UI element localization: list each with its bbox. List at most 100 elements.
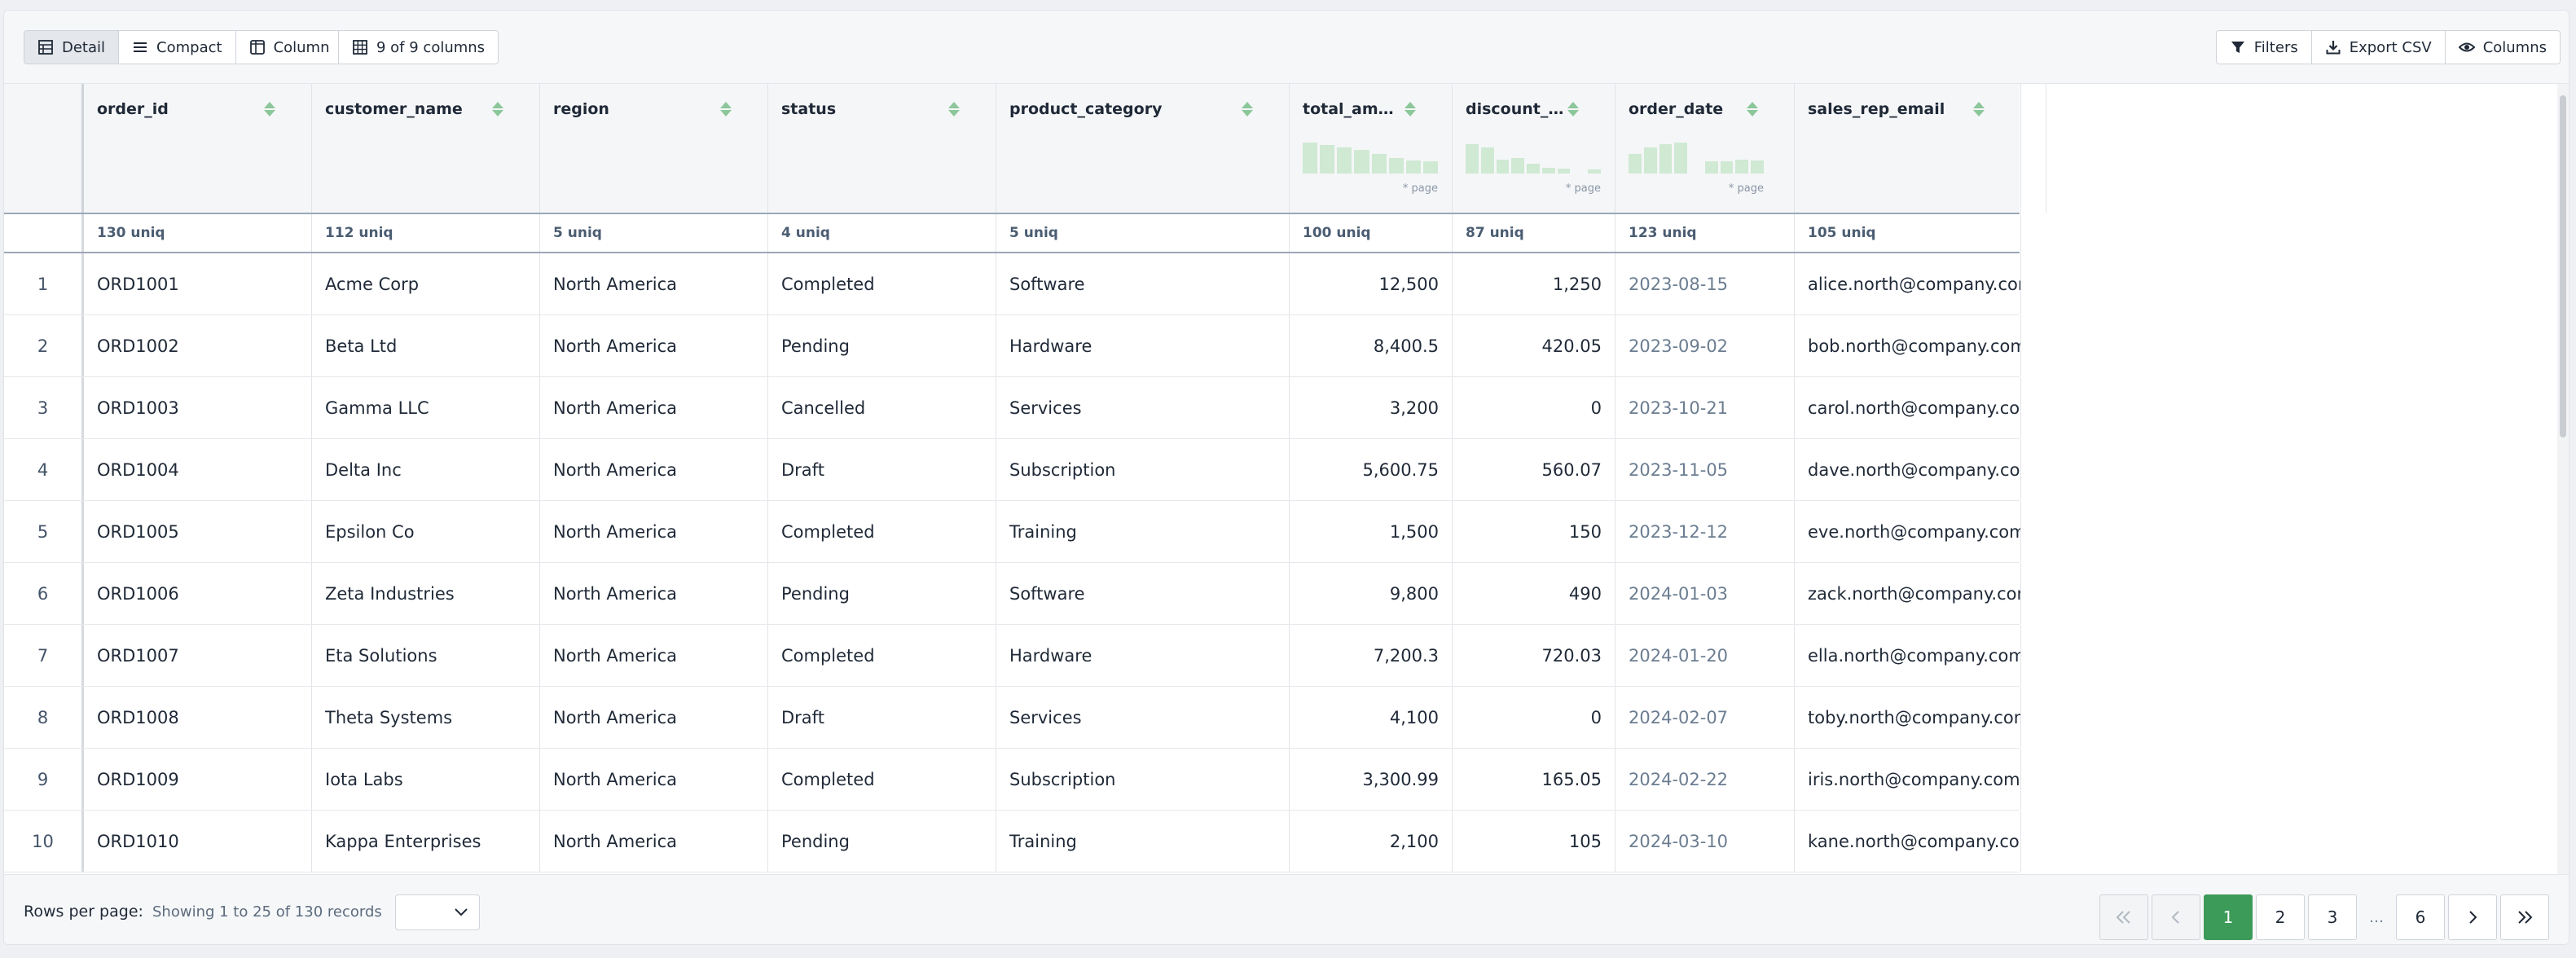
column-view-button[interactable]: Column [235,30,344,64]
table-cell-total_amount[interactable]: 3,300.99 [1290,749,1453,810]
export-csv-button[interactable]: Export CSV [2311,30,2446,64]
table-cell-product_category[interactable]: Software [996,253,1290,314]
table-cell-sales_rep_email[interactable]: ella.north@company.com [1795,625,2021,686]
table-row[interactable]: 2 ORD1002 Beta Ltd North America Pending Hard… [4,315,2021,377]
table-cell-discount[interactable]: 105 [1453,811,1615,872]
table-cell-status[interactable]: Completed [768,253,996,314]
table-cell-discount[interactable]: 0 [1453,687,1615,748]
table-cell-customer_name[interactable]: Delta Inc [312,439,540,500]
table-cell-total_amount[interactable]: 1,500 [1290,501,1453,562]
page-1-button[interactable]: 1 [2204,894,2253,940]
table-cell-customer_name[interactable]: Iota Labs [312,749,540,810]
table-cell-customer_name[interactable]: Zeta Industries [312,563,540,624]
table-cell-total_amount[interactable]: 2,100 [1290,811,1453,872]
column-count-button[interactable]: 9 of 9 columns [338,30,499,64]
table-cell-order_id[interactable]: ORD1004 [84,439,312,500]
table-cell-order_id[interactable]: ORD1002 [84,315,312,376]
table-cell-order_date[interactable]: 2024-03-10 [1615,811,1795,872]
table-cell-status[interactable]: Draft [768,439,996,500]
table-cell-order_date[interactable]: 2024-01-20 [1615,625,1795,686]
page-2-button[interactable]: 2 [2256,894,2305,940]
table-cell-product_category[interactable]: Hardware [996,315,1290,376]
table-cell-customer_name[interactable]: Epsilon Co [312,501,540,562]
table-cell-order_date[interactable]: 2024-02-07 [1615,687,1795,748]
table-cell-order_date[interactable]: 2023-12-12 [1615,501,1795,562]
table-cell-product_category[interactable]: Services [996,377,1290,438]
next-page-button[interactable] [2448,894,2497,940]
column-header-order_id[interactable]: order_id [84,84,312,213]
table-cell-region[interactable]: North America [540,625,768,686]
table-cell-total_amount[interactable]: 5,600.75 [1290,439,1453,500]
table-cell-discount[interactable]: 0 [1453,377,1615,438]
table-cell-sales_rep_email[interactable]: alice.north@company.com [1795,253,2021,314]
table-cell-order_id[interactable]: ORD1006 [84,563,312,624]
table-cell-status[interactable]: Pending [768,563,996,624]
table-cell-sales_rep_email[interactable]: bob.north@company.com [1795,315,2021,376]
table-cell-region[interactable]: North America [540,811,768,872]
table-cell-total_amount[interactable]: 8,400.5 [1290,315,1453,376]
table-cell-region[interactable]: North America [540,439,768,500]
table-row[interactable]: 6 ORD1006 Zeta Industries North America Pend… [4,563,2021,625]
scrollbar-thumb[interactable] [2560,95,2566,437]
vertical-scrollbar[interactable] [2557,84,2569,874]
filters-button[interactable]: Filters [2215,30,2312,64]
table-cell-order_id[interactable]: ORD1009 [84,749,312,810]
table-row[interactable]: 5 ORD1005 Epsilon Co North America Completed… [4,501,2021,563]
table-cell-discount[interactable]: 720.03 [1453,625,1615,686]
columns-button[interactable]: Columns [2445,30,2561,64]
table-cell-region[interactable]: North America [540,315,768,376]
table-cell-customer_name[interactable]: Eta Solutions [312,625,540,686]
table-cell-status[interactable]: Completed [768,501,996,562]
sort-icon[interactable] [1242,102,1253,116]
table-cell-status[interactable]: Pending [768,811,996,872]
table-cell-order_id[interactable]: ORD1007 [84,625,312,686]
table-cell-product_category[interactable]: Software [996,563,1290,624]
table-row[interactable]: 8 ORD1008 Theta Systems North America Draft S… [4,687,2021,749]
table-cell-status[interactable]: Pending [768,315,996,376]
table-cell-sales_rep_email[interactable]: dave.north@company.co… [1795,439,2021,500]
table-cell-region[interactable]: North America [540,377,768,438]
sort-icon[interactable] [720,102,732,116]
compact-view-button[interactable]: Compact [119,30,236,64]
last-page-button[interactable] [2500,894,2549,940]
rows-per-page-select[interactable] [395,894,480,930]
table-cell-discount[interactable]: 165.05 [1453,749,1615,810]
detail-view-button[interactable]: Detail [24,30,120,64]
sort-icon[interactable] [264,102,275,116]
sort-icon[interactable] [1747,102,1758,116]
table-cell-region[interactable]: North America [540,501,768,562]
table-cell-order_date[interactable]: 2024-01-03 [1615,563,1795,624]
table-cell-product_category[interactable]: Subscription [996,749,1290,810]
table-row[interactable]: 10 ORD1010 Kappa Enterprises North America P… [4,811,2021,872]
table-row[interactable]: 1 ORD1001 Acme Corp North America Completed S… [4,253,2021,315]
table-cell-product_category[interactable]: Hardware [996,625,1290,686]
table-cell-discount[interactable]: 150 [1453,501,1615,562]
table-cell-order_id[interactable]: ORD1008 [84,687,312,748]
table-cell-product_category[interactable]: Services [996,687,1290,748]
page-3-button[interactable]: 3 [2308,894,2357,940]
table-cell-sales_rep_email[interactable]: iris.north@company.com [1795,749,2021,810]
column-header-total_amount[interactable]: total_am… * page [1290,84,1453,213]
table-cell-total_amount[interactable]: 3,200 [1290,377,1453,438]
table-cell-order_id[interactable]: ORD1010 [84,811,312,872]
table-cell-region[interactable]: North America [540,253,768,314]
table-cell-sales_rep_email[interactable]: toby.north@company.com [1795,687,2021,748]
table-cell-total_amount[interactable]: 9,800 [1290,563,1453,624]
table-cell-status[interactable]: Completed [768,749,996,810]
sort-icon[interactable] [1404,102,1416,116]
table-cell-customer_name[interactable]: Acme Corp [312,253,540,314]
prev-page-button[interactable] [2152,894,2200,940]
table-row[interactable]: 4 ORD1004 Delta Inc North America Draft Subsc… [4,439,2021,501]
table-cell-customer_name[interactable]: Theta Systems [312,687,540,748]
table-cell-order_id[interactable]: ORD1001 [84,253,312,314]
column-header-region[interactable]: region [540,84,768,213]
table-cell-order_date[interactable]: 2024-02-22 [1615,749,1795,810]
table-cell-sales_rep_email[interactable]: eve.north@company.com [1795,501,2021,562]
table-cell-total_amount[interactable]: 4,100 [1290,687,1453,748]
table-row[interactable]: 9 ORD1009 Iota Labs North America Completed S… [4,749,2021,811]
table-cell-sales_rep_email[interactable]: carol.north@company.co… [1795,377,2021,438]
column-header-sales_rep_email[interactable]: sales_rep_email [1795,84,2021,213]
table-cell-order_date[interactable]: 2023-10-21 [1615,377,1795,438]
table-row[interactable]: 7 ORD1007 Eta Solutions North America Comple… [4,625,2021,687]
sort-icon[interactable] [492,102,503,116]
